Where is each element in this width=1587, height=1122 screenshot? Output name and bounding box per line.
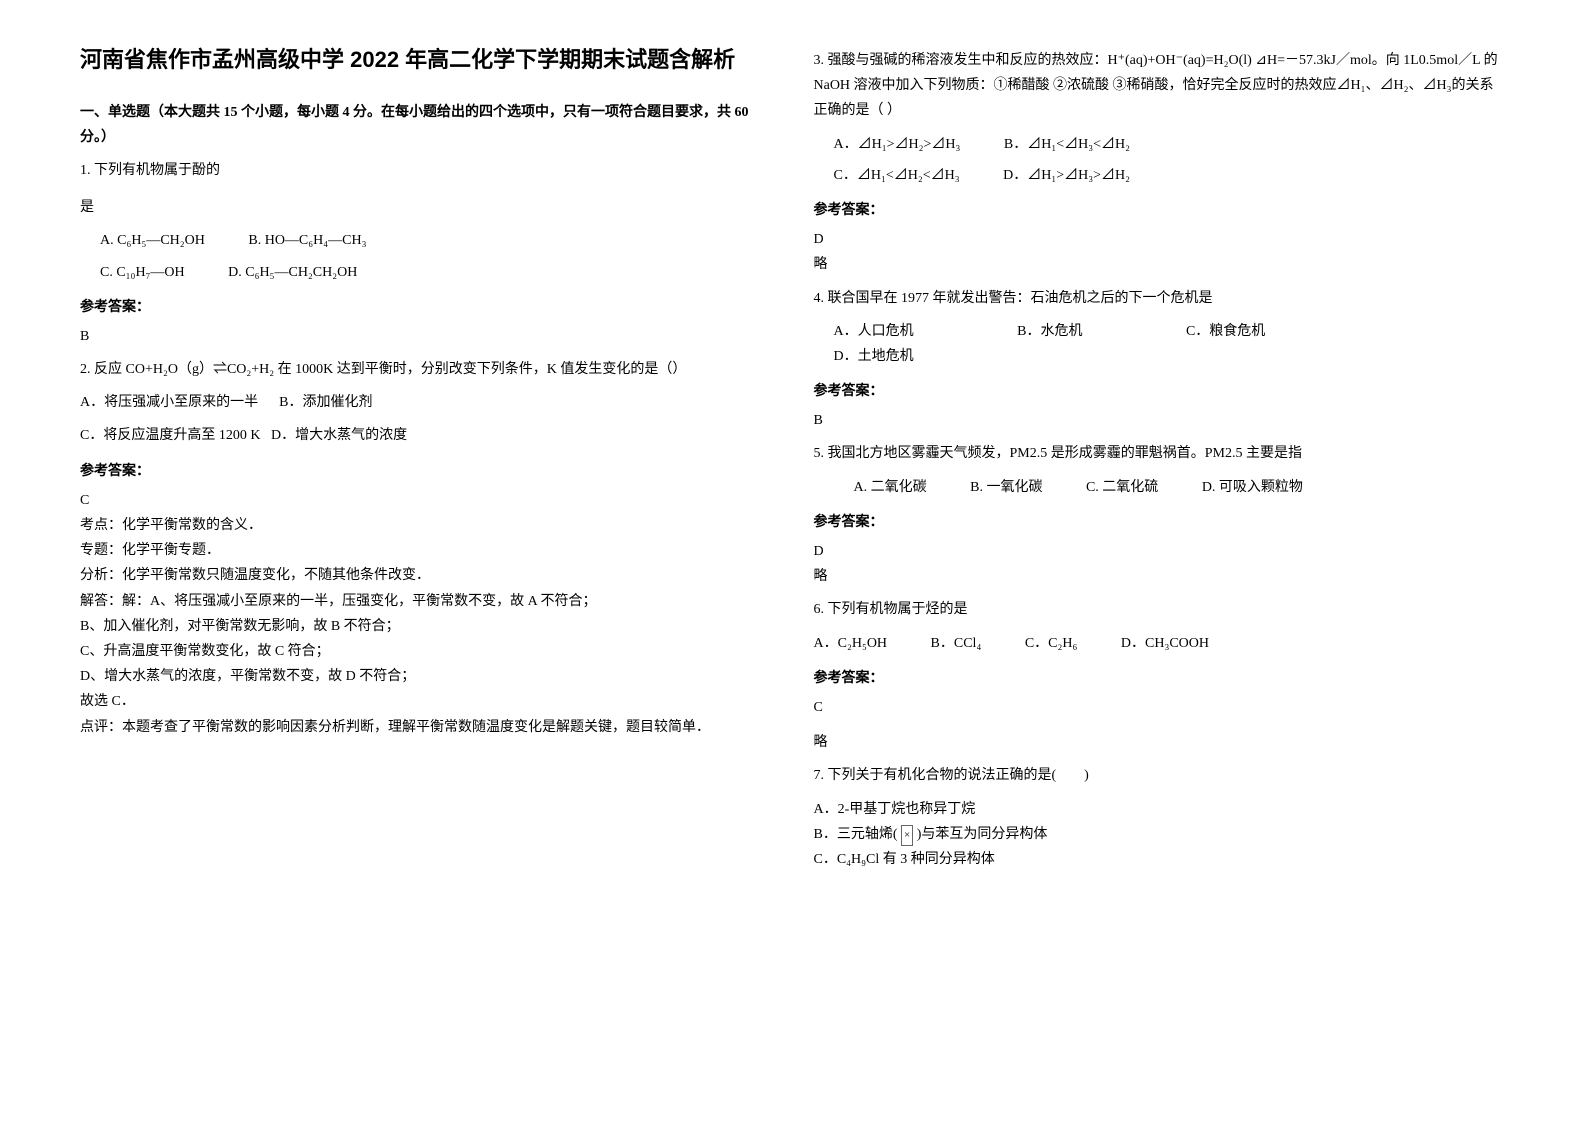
q6-opt-d: D．CH₃COOH [1121,631,1209,656]
q6-opt-b: B．CCl₄ [931,631,982,656]
q4-options: A．人口危机 B．水危机 C．粮食危机 D．土地危机 [834,319,1508,369]
q7-opt-c: C．C₄H₉Cl 有 3 种同分异构体 [814,847,1508,872]
q5-opt-d: D. 可吸入颗粒物 [1202,475,1303,500]
q1-opt-a: A. C₆H₅—CH₂OH [100,228,205,253]
q5-answer: D [814,539,1508,564]
q2-opt-c: C．将反应温度升高至 1200 K [80,428,260,443]
q4-opt-a: A．人口危机 [834,319,914,344]
question-6: 6. 下列有机物属于烃的是 [814,597,1508,622]
q1-opt-d: D. C₆H₅—CH₂CH₂OH [228,260,357,285]
q2-explain-l3: 分析：化学平衡常数只随温度变化，不随其他条件改变． [80,563,774,588]
q7-opt-b-part1: B．三元轴烯( [814,827,898,842]
q2-explain-l1: 考点：化学平衡常数的含义． [80,513,774,538]
q2-explain-l2: 专题：化学平衡专题． [80,538,774,563]
question-4: 4. 联合国早在 1977 年就发出警告：石油危机之后的下一个危机是 [814,286,1508,311]
q2-explain-l4: 解答：解：A、将压强减小至原来的一半，压强变化，平衡常数不变，故 A 不符合； [80,589,774,614]
q3-options-row1: A．⊿H₁>⊿H₂>⊿H₃ B．⊿H₁<⊿H₃<⊿H₂ [834,132,1508,157]
q5-note: 略 [814,564,1508,589]
missing-image-icon: × [901,825,913,847]
q4-opt-b: B．水危机 [1017,319,1082,344]
page-title: 河南省焦作市孟州高级中学 2022 年高二化学下学期期末试题含解析 [80,40,774,80]
question-2: 2. 反应 CO+H₂O（g）⇌CO₂+H₂ 在 1000K 达到平衡时，分别改… [80,357,774,382]
q6-opt-a: A．C₂H₅OH [814,631,888,656]
q7-opt-b-part2: )与苯互为同分异构体 [917,827,1048,842]
q7-opt-b: B．三元轴烯( × )与苯互为同分异构体 [814,822,1508,847]
q3-opt-d: D．⊿H₁>⊿H₃>⊿H₂ [1003,163,1130,188]
question-5: 5. 我国北方地区雾霾天气频发，PM2.5 是形成雾霾的罪魁祸首。PM2.5 主… [814,441,1508,466]
q2-explain-l7: D、增大水蒸气的浓度，平衡常数不变，故 D 不符合； [80,664,774,689]
q3-note: 略 [814,252,1508,277]
left-column: 河南省焦作市孟州高级中学 2022 年高二化学下学期期末试题含解析 一、单选题（… [60,40,794,1082]
q3-options-row2: C．⊿H₁<⊿H₂<⊿H₃ D．⊿H₁>⊿H₃>⊿H₂ [834,163,1508,188]
q2-opt-b: B．添加催化剂 [279,395,372,410]
q2-opt-a: A．将压强减小至原来的一半 [80,395,258,410]
q6-opt-c: C．C₂H₆ [1025,631,1078,656]
q2-options-line1: A．将压强减小至原来的一半 B．添加催化剂 [80,390,774,415]
q2-explain-l6: C、升高温度平衡常数变化，故 C 符合； [80,639,774,664]
q6-note: 略 [814,730,1508,755]
question-1: 1. 下列有机物属于酚的 是 [80,158,774,220]
q4-answer: B [814,408,1508,433]
q2-options-line2: C．将反应温度升高至 1200 K D．增大水蒸气的浓度 [80,423,774,448]
question-7: 7. 下列关于有机化合物的说法正确的是( ) [814,763,1508,788]
q4-opt-d: D．土地危机 [834,344,914,369]
q1-answer: B [80,324,774,349]
q4-opt-c: C．粮食危机 [1186,319,1265,344]
q5-opt-a: A. 二氧化碳 [854,475,927,500]
section-heading: 一、单选题（本大题共 15 个小题，每小题 4 分。在每小题给出的四个选项中，只… [80,100,774,150]
q6-answer-label: 参考答案： [814,666,1508,691]
q1-options-row2: C. C₁₀H₇—OH D. C₆H₅—CH₂CH₂OH [100,260,774,285]
q1-opt-b: B. HO—C₆H₄—CH₃ [248,228,366,253]
q3-opt-c: C．⊿H₁<⊿H₂<⊿H₃ [834,163,960,188]
q2-opt-d: D．增大水蒸气的浓度 [271,428,407,443]
question-3: 3. 强酸与强碱的稀溶液发生中和反应的热效应：H⁺(aq)+OH⁻(aq)=H₂… [814,48,1508,124]
q2-explain-l9: 点评：本题考查了平衡常数的影响因素分析判断，理解平衡常数随温度变化是解题关键，题… [80,715,774,740]
q7-opt-a: A．2-甲基丁烷也称异丁烷 [814,797,1508,822]
q2-answer-label: 参考答案： [80,459,774,484]
q2-explain-l5: B、加入催化剂，对平衡常数无影响，故 B 不符合； [80,614,774,639]
q5-opt-b: B. 一氧化碳 [970,475,1042,500]
q5-options: A. 二氧化碳 B. 一氧化碳 C. 二氧化硫 D. 可吸入颗粒物 [854,475,1508,500]
q6-options: A．C₂H₅OH B．CCl₄ C．C₂H₆ D．CH₃COOH [814,631,1508,656]
q3-answer-label: 参考答案： [814,198,1508,223]
q1-stem-line2: 是 [80,195,774,220]
q6-answer: C [814,695,1508,720]
q2-explain-l8: 故选 C． [80,689,774,714]
q2-answer: C [80,488,774,513]
q1-options-row1: A. C₆H₅—CH₂OH B. HO—C₆H₄—CH₃ [100,228,774,253]
right-column: 3. 强酸与强碱的稀溶液发生中和反应的热效应：H⁺(aq)+OH⁻(aq)=H₂… [794,40,1528,1082]
q1-stem-line1: 1. 下列有机物属于酚的 [80,158,774,183]
q5-answer-label: 参考答案： [814,510,1508,535]
q3-opt-b: B．⊿H₁<⊿H₃<⊿H₂ [1004,132,1130,157]
q4-answer-label: 参考答案： [814,379,1508,404]
q1-answer-label: 参考答案： [80,295,774,320]
q3-opt-a: A．⊿H₁>⊿H₂>⊿H₃ [834,132,961,157]
q1-opt-c: C. C₁₀H₇—OH [100,260,185,285]
q3-answer: D [814,227,1508,252]
q5-opt-c: C. 二氧化硫 [1086,475,1158,500]
